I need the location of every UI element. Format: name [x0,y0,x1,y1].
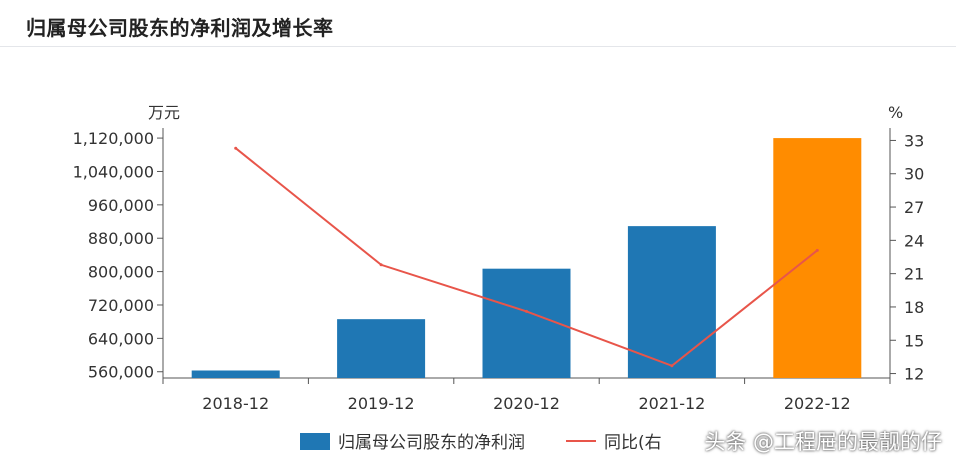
bar-series [191,138,862,378]
x-axis-tick-label: 2018-12 [202,394,269,413]
bar-2018-12 [191,370,280,378]
left-axis-tick-label: 720,000 [88,296,154,315]
left-axis-unit: 万元 [148,103,180,122]
growth-point-2021-12 [670,364,674,368]
x-axis-tick-label: 2021-12 [638,394,705,413]
growth-point-2018-12 [234,146,238,150]
watermark: 头条 @工程屉的最靓的仔 [704,430,942,454]
left-axis-tick-label: 960,000 [88,196,154,215]
right-axis-tick-label: 15 [904,331,924,350]
legend: 归属母公司股东的净利润 同比(右 [300,433,662,453]
x-axis-tick-label: 2020-12 [493,394,560,413]
bar-2019-12 [337,319,426,378]
page-title: 归属母公司股东的净利润及增长率 [26,16,334,40]
left-axis: 560,000 640,000 720,000 800,000 880,000 960,0… [73,128,164,382]
left-axis-tick-label: 1,040,000 [73,162,154,181]
x-axis: 2018-12 2019-12 2020-12 2021-12 2022-12 [162,377,891,413]
right-axis: 12 15 18 21 24 27 30 33 [889,128,924,384]
right-axis-tick-label: 33 [904,131,924,150]
legend-label-bar: 归属母公司股东的净利润 [338,433,525,453]
legend-swatch-bar [300,433,330,450]
line-series [234,146,819,368]
right-axis-tick-label: 12 [904,365,924,384]
right-axis-tick-label: 18 [904,298,924,317]
right-axis-tick-label: 21 [904,265,924,284]
bar-2022-12 [773,138,862,378]
left-axis-tick-label: 640,000 [88,329,154,348]
right-axis-tick-label: 24 [904,231,924,250]
left-axis-tick-label: 1,120,000 [73,129,154,148]
left-axis-tick-label: 560,000 [88,363,154,382]
growth-point-2019-12 [379,263,383,267]
growth-point-2022-12 [815,248,819,252]
growth-point-2020-12 [525,309,528,313]
left-axis-tick-label: 880,000 [88,229,154,248]
right-axis-tick-label: 30 [904,165,924,184]
x-axis-tick-label: 2019-12 [348,394,415,413]
bar-2021-12 [627,226,716,378]
title-divider [0,46,956,47]
right-axis-unit: % [888,103,903,122]
left-axis-tick-label: 800,000 [88,263,154,282]
legend-label-line: 同比(右 [604,433,662,453]
x-axis-tick-label: 2022-12 [784,394,851,413]
right-axis-tick-label: 27 [904,198,924,217]
